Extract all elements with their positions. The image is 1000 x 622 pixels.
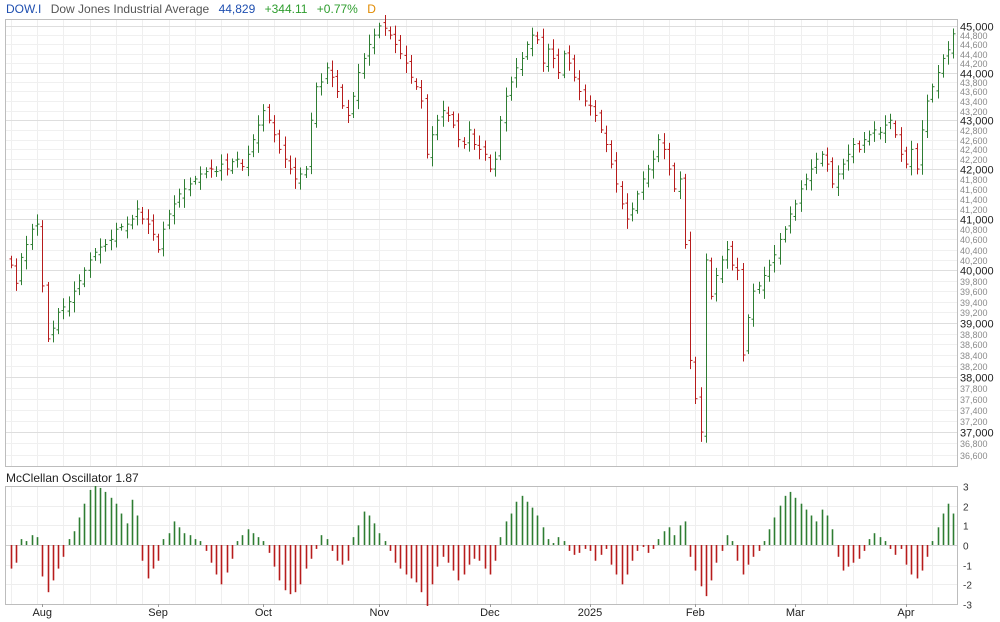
x-tick-label: Sep [148, 607, 168, 619]
y-tick-label-minor: 42,800 [960, 126, 988, 136]
x-tick-label: Nov [370, 607, 390, 619]
y-tick-label-minor: 37,200 [960, 417, 988, 427]
y-tick-label: 37,000 [960, 428, 994, 440]
period-label[interactable]: D [367, 2, 376, 16]
x-axis: AugSepOctNovDec2025FebMarAprMayJunJul [32, 604, 915, 619]
y-tick-label: 43,000 [960, 116, 994, 128]
y-tick-label-minor: 38,600 [960, 340, 988, 350]
y-tick-label: 44,000 [960, 69, 994, 81]
price-frame [5, 19, 958, 467]
osc-y-tick-label: 1 [963, 522, 969, 533]
instrument-name: Dow Jones Industrial Average [50, 2, 210, 16]
y-tick-label-minor: 38,800 [960, 330, 988, 340]
price-change-pct: +0.77% [316, 2, 358, 16]
osc-y-tick-label: 0 [963, 542, 969, 553]
y-tick-label-minor: 41,400 [960, 195, 988, 205]
y-tick-label-minor: 43,800 [960, 78, 988, 88]
y-tick-label-minor: 43,600 [960, 87, 988, 97]
x-tick-label: 2025 [578, 607, 602, 619]
y-tick-label-minor: 38,400 [960, 351, 988, 361]
y-tick-label-minor: 41,200 [960, 205, 988, 215]
y-tick-label-minor: 41,800 [960, 175, 988, 185]
oscillator-frame [5, 486, 958, 605]
y-tick-label: 39,000 [960, 319, 994, 331]
y-tick-label: 45,000 [960, 22, 994, 34]
x-tick-label: Aug [32, 607, 52, 619]
y-tick-label-minor: 42,200 [960, 155, 988, 165]
y-tick-label-minor: 37,400 [960, 406, 988, 416]
y-tick-label: 41,000 [960, 215, 994, 227]
y-tick-label-minor: 40,800 [960, 225, 988, 235]
osc-y-tick-label: 3 [963, 483, 969, 494]
y-tick-label-minor: 41,600 [960, 185, 988, 195]
y-tick-label-minor: 36,600 [960, 451, 988, 461]
oscillator-header: McClellan Oscillator 1.87 [6, 471, 139, 485]
x-tick-label: Apr [897, 607, 914, 619]
y-tick-label-minor: 42,600 [960, 136, 988, 146]
y-tick-label: 38,000 [960, 373, 994, 385]
y-tick-label-minor: 39,400 [960, 298, 988, 308]
symbol-label[interactable]: DOW.I [6, 2, 42, 16]
osc-y-tick-label: -3 [963, 601, 972, 612]
y-tick-label-minor: 36,800 [960, 439, 988, 449]
chart-header: DOW.I Dow Jones Industrial Average 44,82… [6, 2, 382, 16]
y-tick-label: 40,000 [960, 266, 994, 278]
x-tick-label: Feb [686, 607, 705, 619]
y-tick-label-minor: 40,200 [960, 256, 988, 266]
last-price: 44,829 [218, 2, 256, 16]
y-tick-label-minor: 42,400 [960, 145, 988, 155]
osc-y-tick-label: 2 [963, 503, 969, 514]
y-tick-label-minor: 43,200 [960, 107, 988, 117]
osc-y-tick-label: -2 [963, 581, 972, 592]
oscillator-panel: -3 -2 -1 0 1 2 3 [5, 483, 972, 612]
y-tick-label-minor: 44,200 [960, 59, 988, 69]
y-tick-label-minor: 39,600 [960, 287, 988, 297]
y-tick-label: 42,000 [960, 165, 994, 177]
y-tick-label-minor: 39,800 [960, 277, 988, 287]
x-tick-label: Mar [786, 607, 805, 619]
y-tick-label-minor: 39,200 [960, 308, 988, 318]
y-tick-label-minor: 40,400 [960, 246, 988, 256]
y-tick-label-minor: 37,800 [960, 384, 988, 394]
y-tick-label-minor: 43,400 [960, 97, 988, 107]
y-tick-label-minor: 37,600 [960, 395, 988, 405]
y-tick-label-minor: 40,600 [960, 235, 988, 245]
price-change: +344.11 [264, 2, 308, 16]
y-tick-label-minor: 38,200 [960, 362, 988, 372]
osc-y-tick-label: -1 [963, 562, 972, 573]
y-tick-label-minor: 44,400 [960, 50, 988, 60]
y-tick-label-minor: 44,600 [960, 40, 988, 50]
x-tick-label: Oct [255, 607, 272, 619]
x-tick-label: Dec [480, 607, 500, 619]
y-tick-label-minor: 44,800 [960, 31, 988, 41]
